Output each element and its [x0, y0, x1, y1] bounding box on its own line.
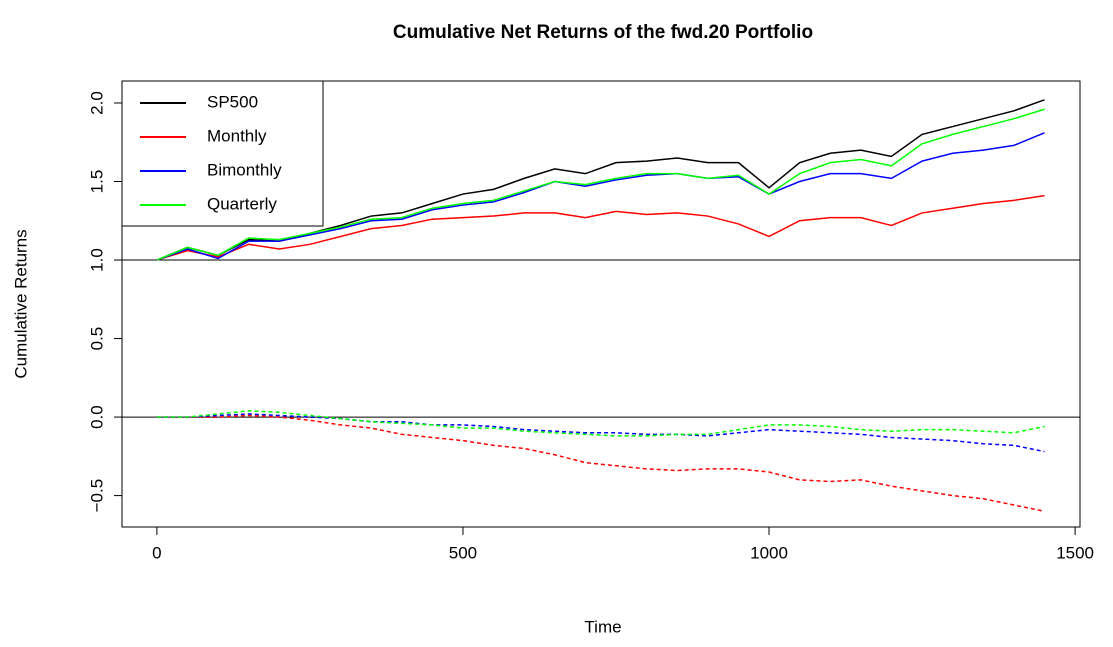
- legend-box: [121, 80, 324, 227]
- plot-frame: [121, 80, 1081, 528]
- x-tick-label: 500: [449, 543, 477, 562]
- y-tick-label: 0.0: [87, 405, 106, 429]
- series-line: [156, 413, 1045, 453]
- legend-label: Bimonthly: [207, 160, 282, 179]
- series-line: [156, 132, 1045, 261]
- series-line: [156, 414, 1045, 513]
- legend-label: SP500: [207, 92, 258, 111]
- y-tick-label: 0.5: [87, 327, 106, 351]
- series-line: [156, 194, 1045, 261]
- series-line: [156, 410, 1045, 437]
- y-axis-label: Cumulative Returns: [11, 229, 30, 378]
- x-tick-label: 1000: [750, 543, 788, 562]
- x-tick-label: 0: [152, 543, 161, 562]
- legend-label: Quarterly: [207, 194, 277, 213]
- y-tick-label: 1.5: [87, 170, 106, 194]
- series-line: [156, 108, 1045, 261]
- legend-label: Monthly: [207, 126, 267, 145]
- y-tick-label: 1.0: [87, 248, 106, 272]
- x-axis-label: Time: [584, 617, 621, 636]
- chart-title: Cumulative Net Returns of the fwd.20 Por…: [393, 22, 813, 43]
- y-tick-label: 2.0: [87, 91, 106, 115]
- y-tick-label: −0.5: [87, 479, 106, 513]
- x-tick-label: 1500: [1056, 543, 1094, 562]
